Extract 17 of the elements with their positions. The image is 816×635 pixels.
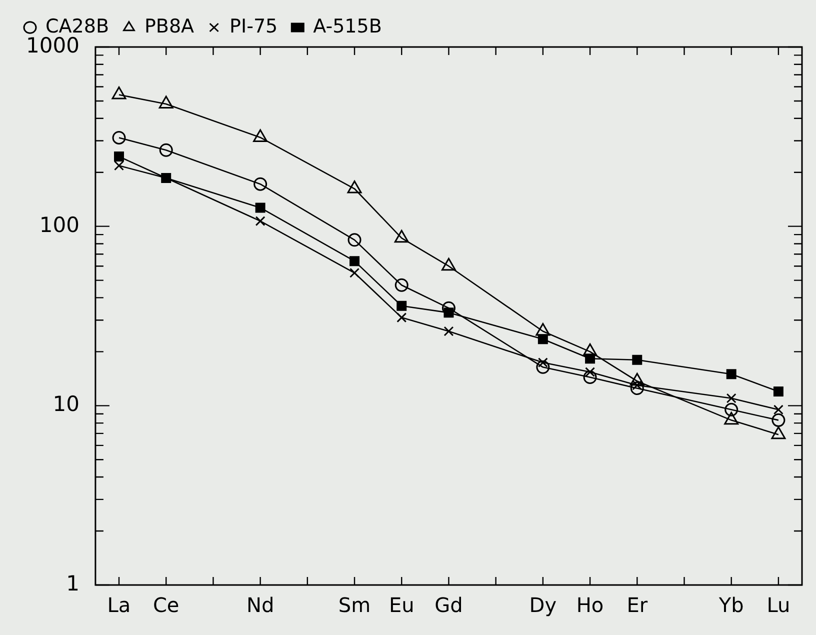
x-tick-label: Nd bbox=[246, 593, 274, 618]
legend-label: A-515B bbox=[313, 15, 382, 38]
x-tick-label: Eu bbox=[388, 593, 414, 618]
x-tick-label: Dy bbox=[529, 593, 557, 618]
x-tick-label: Sm bbox=[338, 593, 371, 618]
x-tick-label: Ce bbox=[152, 593, 180, 618]
legend-label: PI-75 bbox=[230, 15, 278, 38]
legend-label: PB8A bbox=[144, 15, 194, 38]
x-tick-label: Er bbox=[626, 593, 648, 618]
x-tick-label: La bbox=[107, 593, 131, 618]
x-tick-label: Gd bbox=[434, 593, 463, 618]
y-tick-label: 100 bbox=[39, 212, 80, 237]
x-tick-label: Ho bbox=[576, 593, 604, 618]
x-tick-label: Lu bbox=[766, 593, 790, 618]
y-tick-label: 1 bbox=[66, 571, 80, 596]
x-tick-label: Yb bbox=[718, 593, 744, 618]
y-tick-label: 10 bbox=[52, 392, 80, 416]
